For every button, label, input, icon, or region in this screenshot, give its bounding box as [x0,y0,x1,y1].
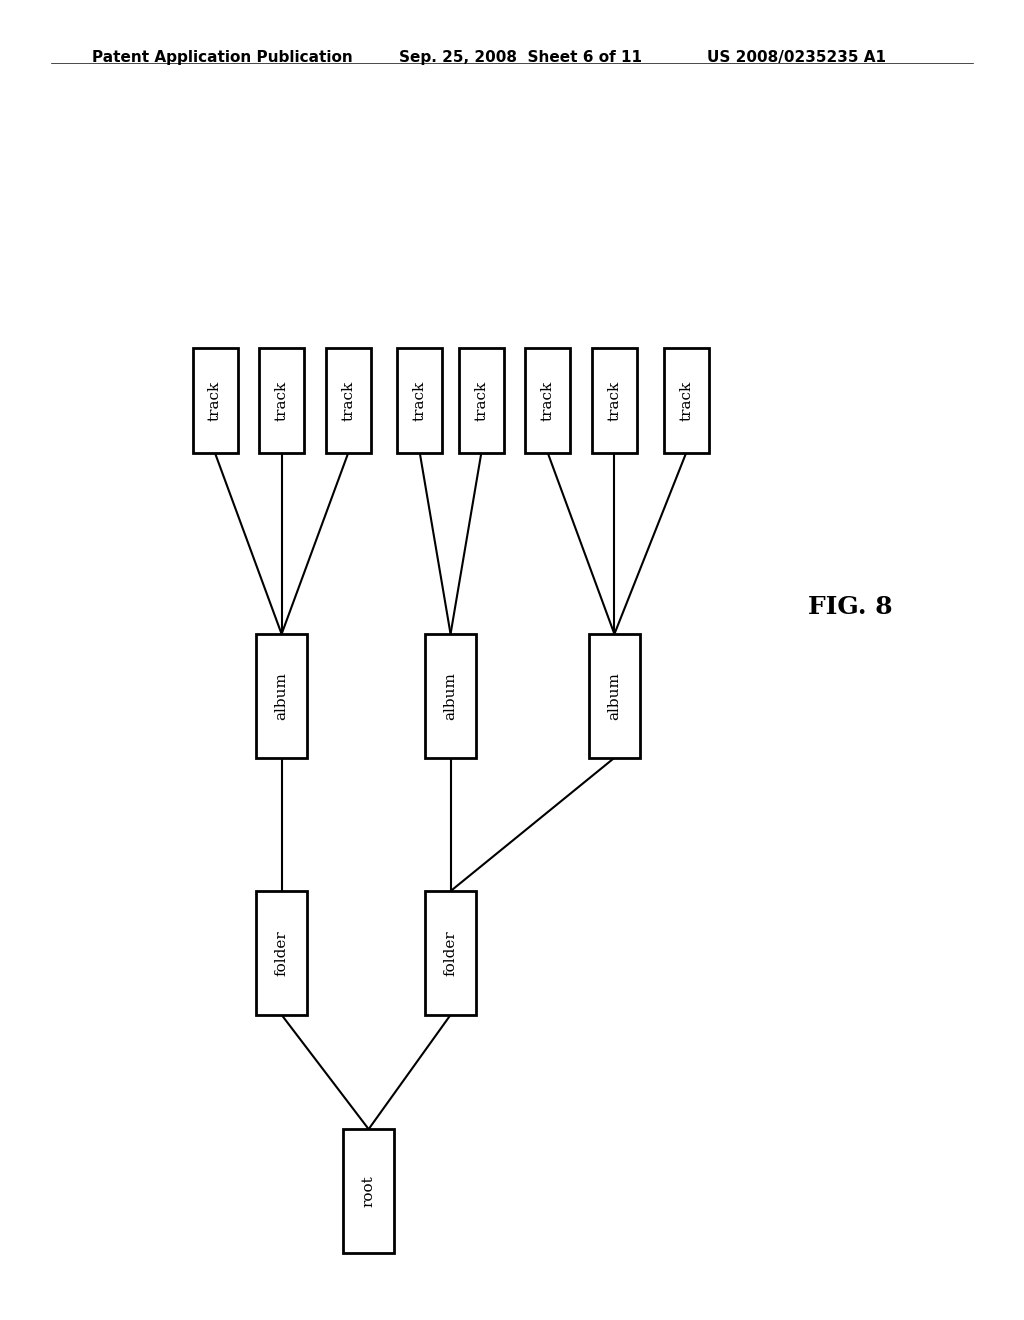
FancyBboxPatch shape [664,348,709,453]
FancyBboxPatch shape [193,348,238,453]
Text: album: album [274,672,289,719]
Text: Patent Application Publication: Patent Application Publication [92,50,353,65]
FancyBboxPatch shape [343,1129,394,1253]
Text: track: track [413,380,427,421]
Text: FIG. 8: FIG. 8 [808,595,892,619]
Text: track: track [208,380,222,421]
Text: track: track [274,380,289,421]
FancyBboxPatch shape [259,348,304,453]
FancyBboxPatch shape [397,348,442,453]
Text: track: track [679,380,693,421]
FancyBboxPatch shape [592,348,637,453]
Text: track: track [541,380,555,421]
Text: US 2008/0235235 A1: US 2008/0235235 A1 [707,50,886,65]
FancyBboxPatch shape [425,634,476,758]
FancyBboxPatch shape [326,348,371,453]
FancyBboxPatch shape [589,634,640,758]
FancyBboxPatch shape [256,634,307,758]
Text: track: track [607,380,622,421]
Text: album: album [607,672,622,719]
Text: Sep. 25, 2008  Sheet 6 of 11: Sep. 25, 2008 Sheet 6 of 11 [399,50,642,65]
Text: folder: folder [274,931,289,975]
FancyBboxPatch shape [525,348,570,453]
FancyBboxPatch shape [425,891,476,1015]
Text: folder: folder [443,931,458,975]
FancyBboxPatch shape [459,348,504,453]
Text: track: track [341,380,355,421]
Text: root: root [361,1175,376,1206]
Text: track: track [474,380,488,421]
Text: album: album [443,672,458,719]
FancyBboxPatch shape [256,891,307,1015]
